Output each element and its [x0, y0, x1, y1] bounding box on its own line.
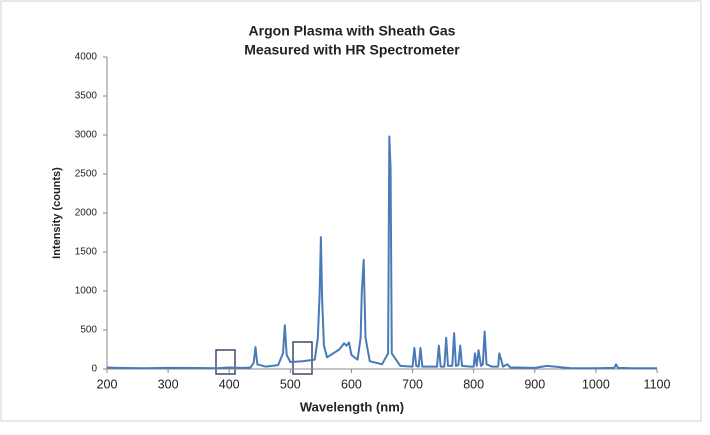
- x-tick-label: 300: [158, 377, 179, 391]
- x-tick-label: 700: [402, 377, 423, 391]
- highlight-box: [215, 349, 236, 375]
- x-tick-label: 500: [280, 377, 301, 391]
- x-tick-label: 400: [219, 377, 240, 391]
- y-axis-label: Intensity (counts): [51, 167, 63, 259]
- y-tick-label: 1500: [75, 247, 98, 258]
- spectrum-line: [106, 135, 657, 370]
- y-tick-label: 1000: [75, 286, 98, 297]
- x-tick-label: 800: [463, 377, 484, 391]
- x-tick-label: 1000: [582, 377, 610, 391]
- x-tick-label: 200: [97, 377, 118, 391]
- y-tick-label: 3000: [75, 130, 98, 141]
- y-tick-label: 500: [80, 325, 97, 336]
- y-tick-label: 4000: [75, 52, 98, 63]
- highlight-box: [292, 341, 313, 375]
- y-tick-label: 2000: [75, 208, 98, 219]
- y-tick-label: 2500: [75, 169, 98, 180]
- y-tick-label: 3500: [75, 91, 98, 102]
- x-tick-label: 900: [524, 377, 545, 391]
- chart-subtitle: Measured with HR Spectrometer: [244, 42, 460, 58]
- x-tick-label: 1100: [644, 377, 671, 391]
- x-tick-label: 600: [341, 377, 362, 391]
- x-axis-label: Wavelength (nm): [300, 399, 404, 414]
- chart-frame: [0, 0, 702, 422]
- y-tick-label: 0: [91, 364, 97, 375]
- chart-title: Argon Plasma with Sheath Gas: [249, 23, 456, 39]
